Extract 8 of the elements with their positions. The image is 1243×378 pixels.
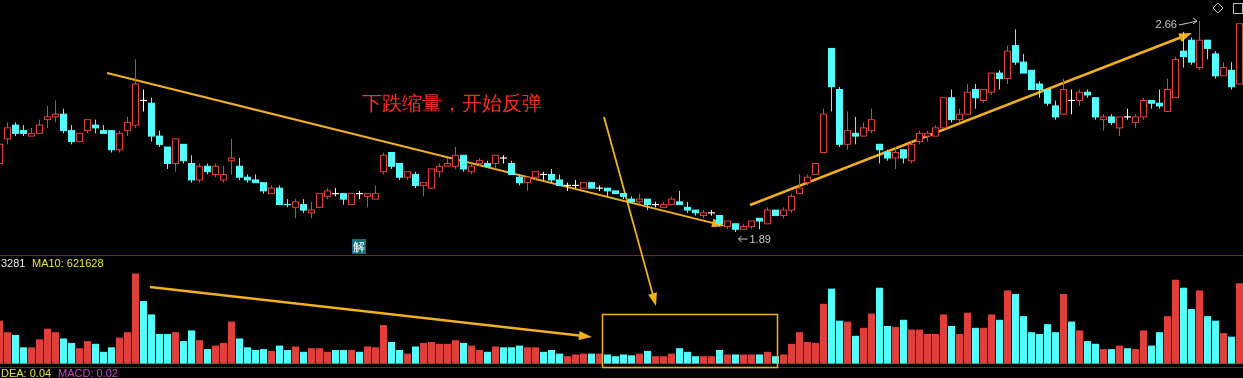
annotation: 下跌缩量，开始反弹 bbox=[362, 92, 542, 114]
annotation: 2.66 bbox=[1155, 18, 1177, 30]
annotation: 1.89 bbox=[749, 233, 771, 245]
text: MA10: 621628 bbox=[32, 257, 104, 269]
text: MACD: 0.02 bbox=[58, 367, 118, 378]
text: 3281 bbox=[1, 257, 26, 269]
text: 解 bbox=[353, 240, 365, 254]
text: DEA: 0.04 bbox=[1, 367, 52, 378]
